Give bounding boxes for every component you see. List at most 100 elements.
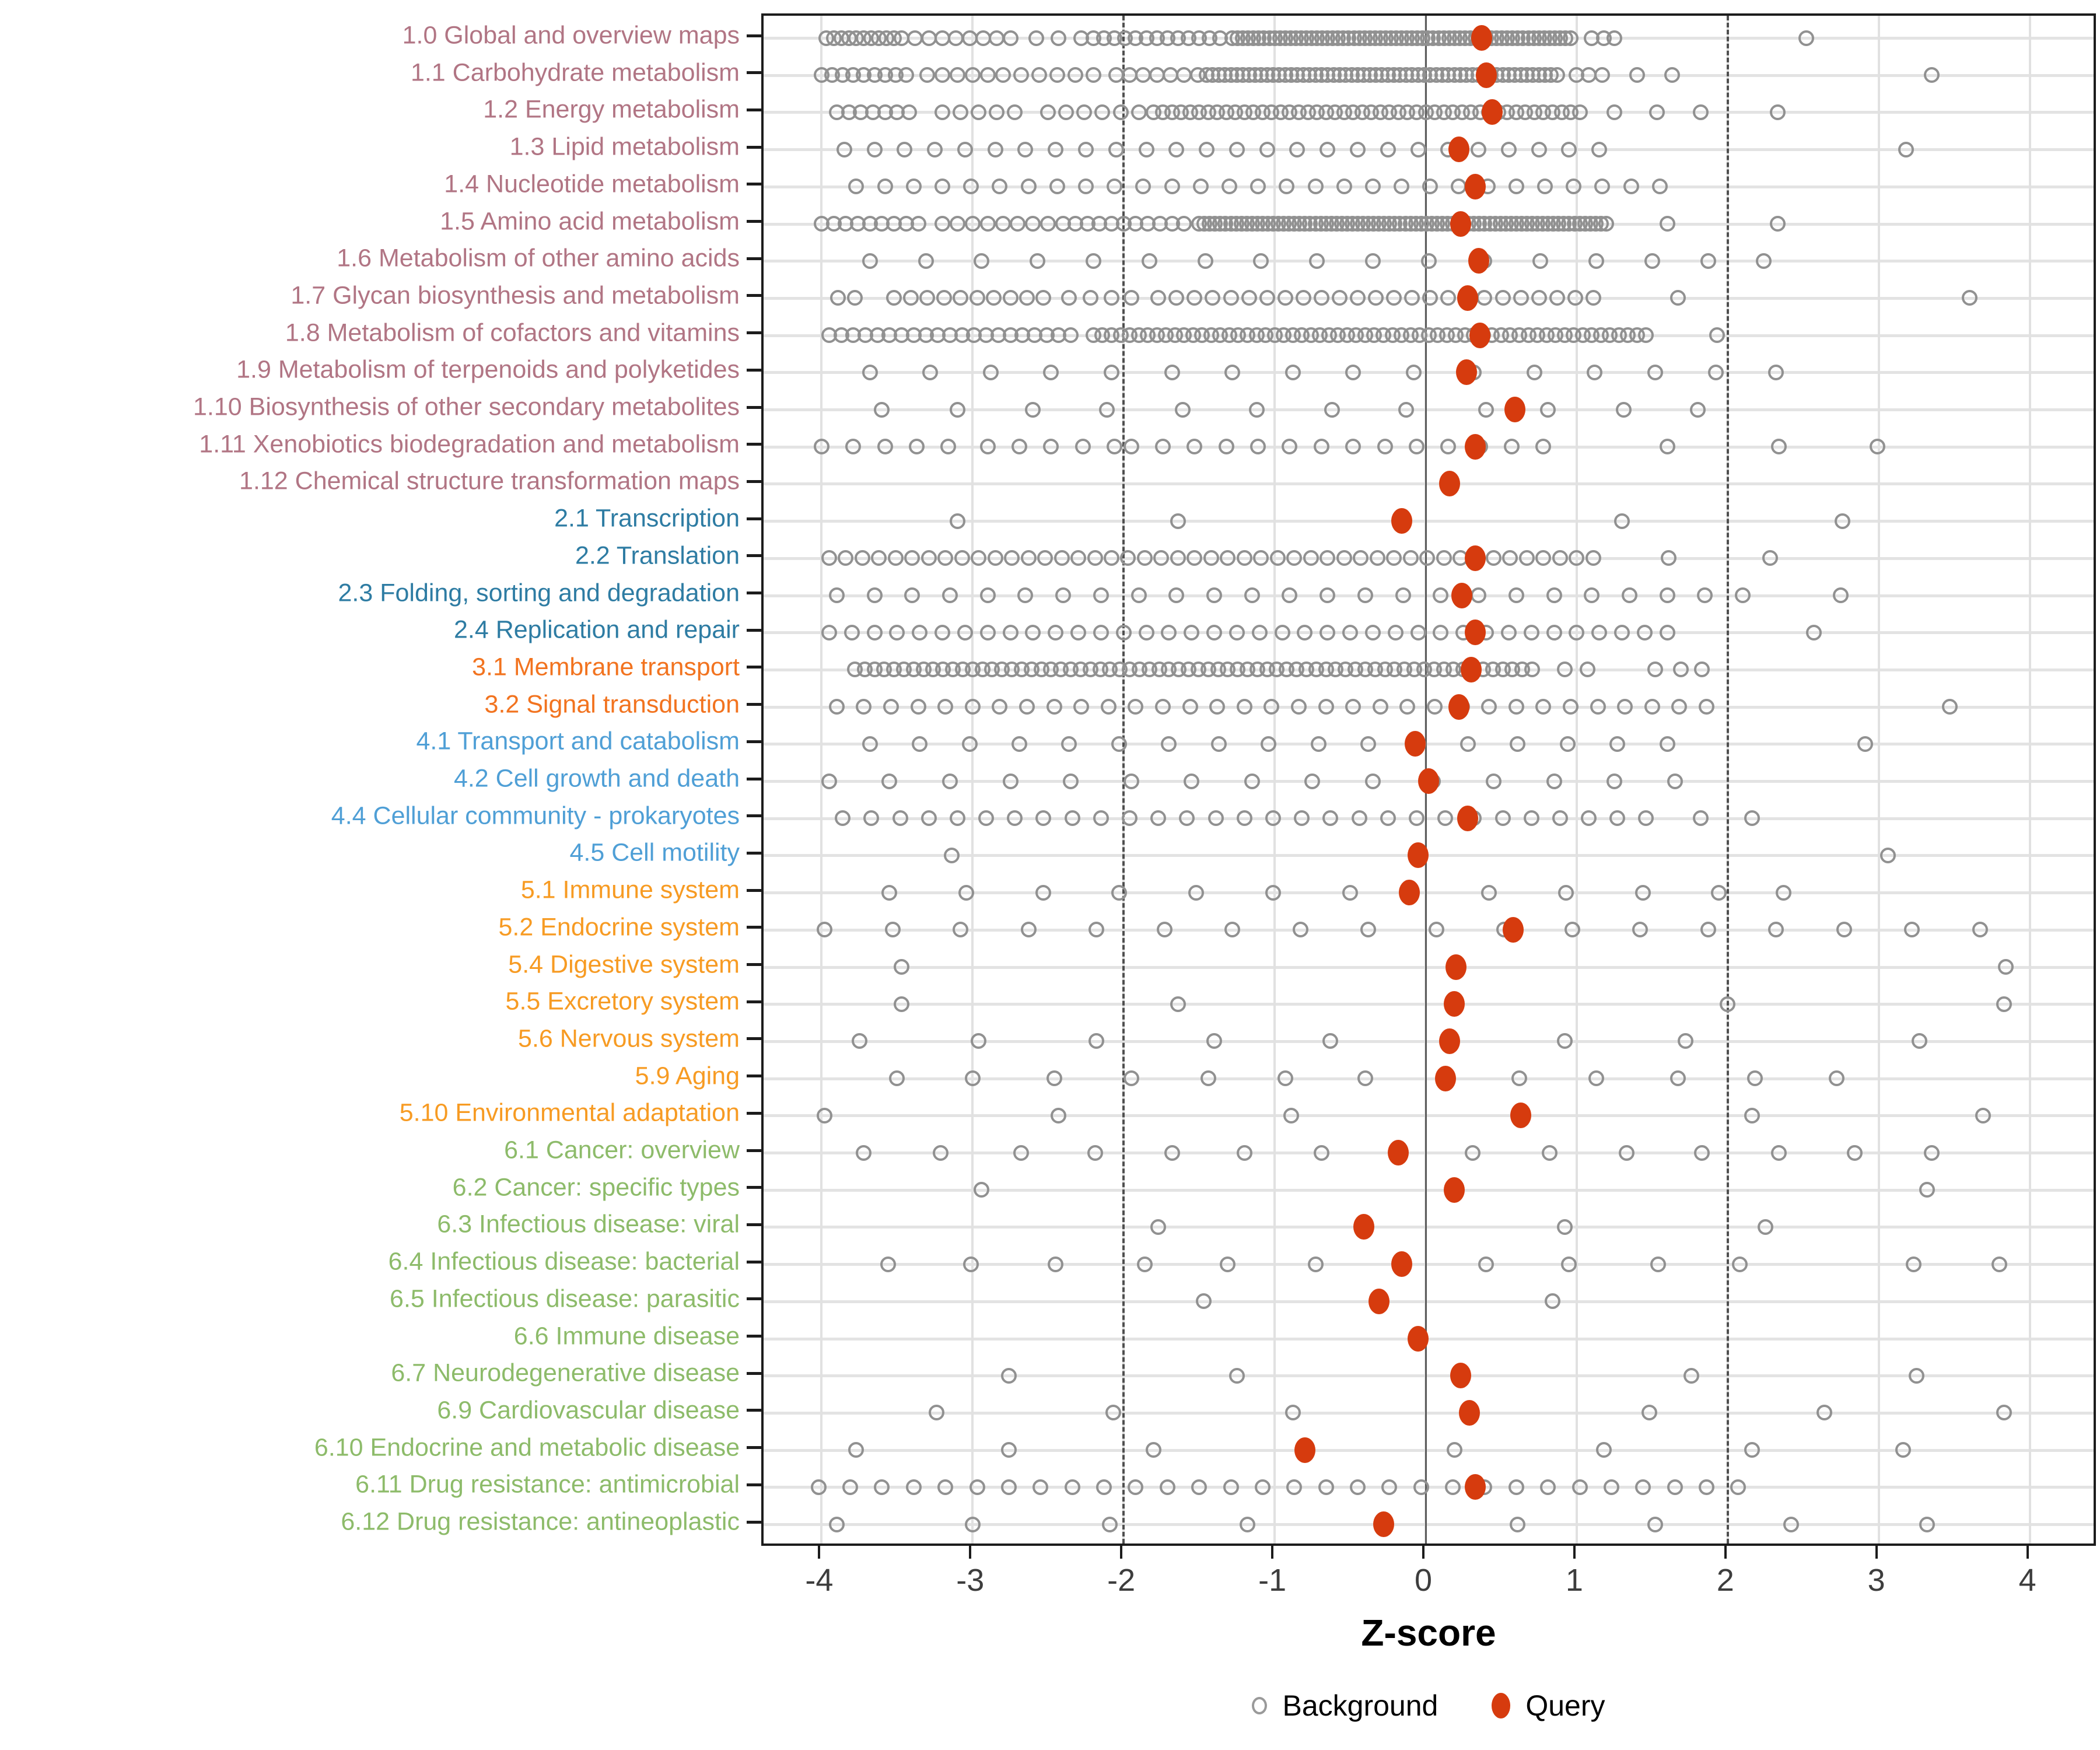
background-point [1635, 1479, 1651, 1495]
background-point [1908, 1367, 1924, 1384]
background-point [1380, 810, 1396, 827]
background-point [1135, 178, 1152, 195]
background-point [1700, 922, 1716, 938]
background-point [1313, 439, 1329, 455]
background-point [1744, 1442, 1760, 1458]
query-point [1465, 1474, 1486, 1500]
background-point [1636, 624, 1653, 640]
background-point [1070, 550, 1087, 566]
y-tick-mark [747, 592, 761, 594]
background-point [1798, 30, 1814, 46]
background-point [838, 550, 854, 566]
background-point [817, 1107, 833, 1124]
background-point [979, 439, 996, 455]
background-point [1108, 141, 1124, 158]
category-label: 1.7 Glycan biosynthesis and metabolism [290, 281, 740, 310]
category-label: 2.4 Replication and repair [453, 615, 740, 644]
query-point [1465, 545, 1486, 571]
background-point [1123, 290, 1139, 306]
row-gridline [764, 743, 2094, 746]
background-point [846, 290, 863, 306]
background-point [1261, 736, 1277, 752]
background-point [892, 810, 908, 827]
background-point [1248, 401, 1265, 418]
background-point [912, 736, 928, 752]
background-point [1504, 439, 1520, 455]
background-point [1138, 141, 1154, 158]
query-point [1475, 62, 1497, 88]
background-point [935, 624, 951, 640]
background-point [1523, 624, 1539, 640]
background-point [1120, 550, 1136, 566]
background-point [1076, 104, 1093, 120]
y-tick-mark [747, 628, 761, 632]
background-point [1445, 1479, 1461, 1495]
background-point [1623, 178, 1639, 195]
background-point [1128, 1479, 1144, 1495]
background-point [1898, 141, 1914, 158]
background-point [1364, 253, 1381, 269]
background-point [979, 67, 996, 83]
category-label: 6.1 Cancer: overview [504, 1136, 740, 1164]
background-point [953, 922, 969, 938]
background-point [1667, 773, 1683, 789]
background-point [1769, 216, 1786, 232]
background-point [1279, 178, 1295, 195]
y-tick-mark [747, 777, 761, 780]
background-point [898, 67, 914, 83]
background-point [1635, 884, 1651, 901]
background-point [1051, 30, 1067, 46]
background-point [1170, 996, 1186, 1012]
background-point [1025, 216, 1041, 232]
background-point [1869, 439, 1885, 455]
background-point [1569, 624, 1585, 640]
background-point [1510, 736, 1526, 752]
background-point [909, 439, 925, 455]
background-point [1035, 810, 1052, 827]
background-point [1563, 699, 1579, 715]
background-point [1061, 290, 1077, 306]
background-point [1286, 1479, 1303, 1495]
background-point [1236, 699, 1252, 715]
background-legend-label: Background [1282, 1689, 1438, 1722]
background-point [1500, 141, 1517, 158]
background-point [1494, 290, 1511, 306]
category-label: 6.4 Infectious disease: bacterial [388, 1247, 740, 1276]
x-tick-mark [1422, 1546, 1424, 1559]
background-point [1085, 253, 1101, 269]
background-point [836, 141, 852, 158]
category-label: 5.6 Nervous system [518, 1024, 740, 1053]
background-point [1541, 1144, 1558, 1161]
background-point [1150, 810, 1167, 827]
background-point [1518, 550, 1535, 566]
background-point [1387, 624, 1404, 640]
background-point [1289, 141, 1306, 158]
background-point [1236, 1144, 1252, 1161]
background-point [1264, 699, 1280, 715]
background-point [1313, 290, 1329, 306]
background-point [1002, 773, 1019, 789]
background-point [935, 104, 951, 120]
query-point [1504, 397, 1525, 422]
background-point [1549, 290, 1565, 306]
background-point [1746, 1070, 1763, 1087]
background-point [928, 1405, 944, 1421]
background-point [1123, 773, 1139, 789]
background-point [1220, 550, 1236, 566]
background-point [1074, 439, 1091, 455]
background-point [1051, 1107, 1067, 1124]
background-point [1405, 364, 1422, 380]
background-point [821, 624, 837, 640]
background-point [1486, 773, 1502, 789]
background-point [1224, 922, 1241, 938]
background-point [1123, 439, 1139, 455]
query-point [1450, 1363, 1471, 1389]
background-point [1353, 550, 1369, 566]
background-point [1155, 439, 1171, 455]
category-label: 1.5 Amino acid metabolism [440, 207, 740, 235]
background-point [1186, 439, 1203, 455]
background-point [1972, 922, 1988, 938]
row-gridline [764, 1263, 2094, 1266]
category-label: 1.6 Metabolism of other amino acids [337, 244, 740, 272]
background-point [1535, 699, 1552, 715]
